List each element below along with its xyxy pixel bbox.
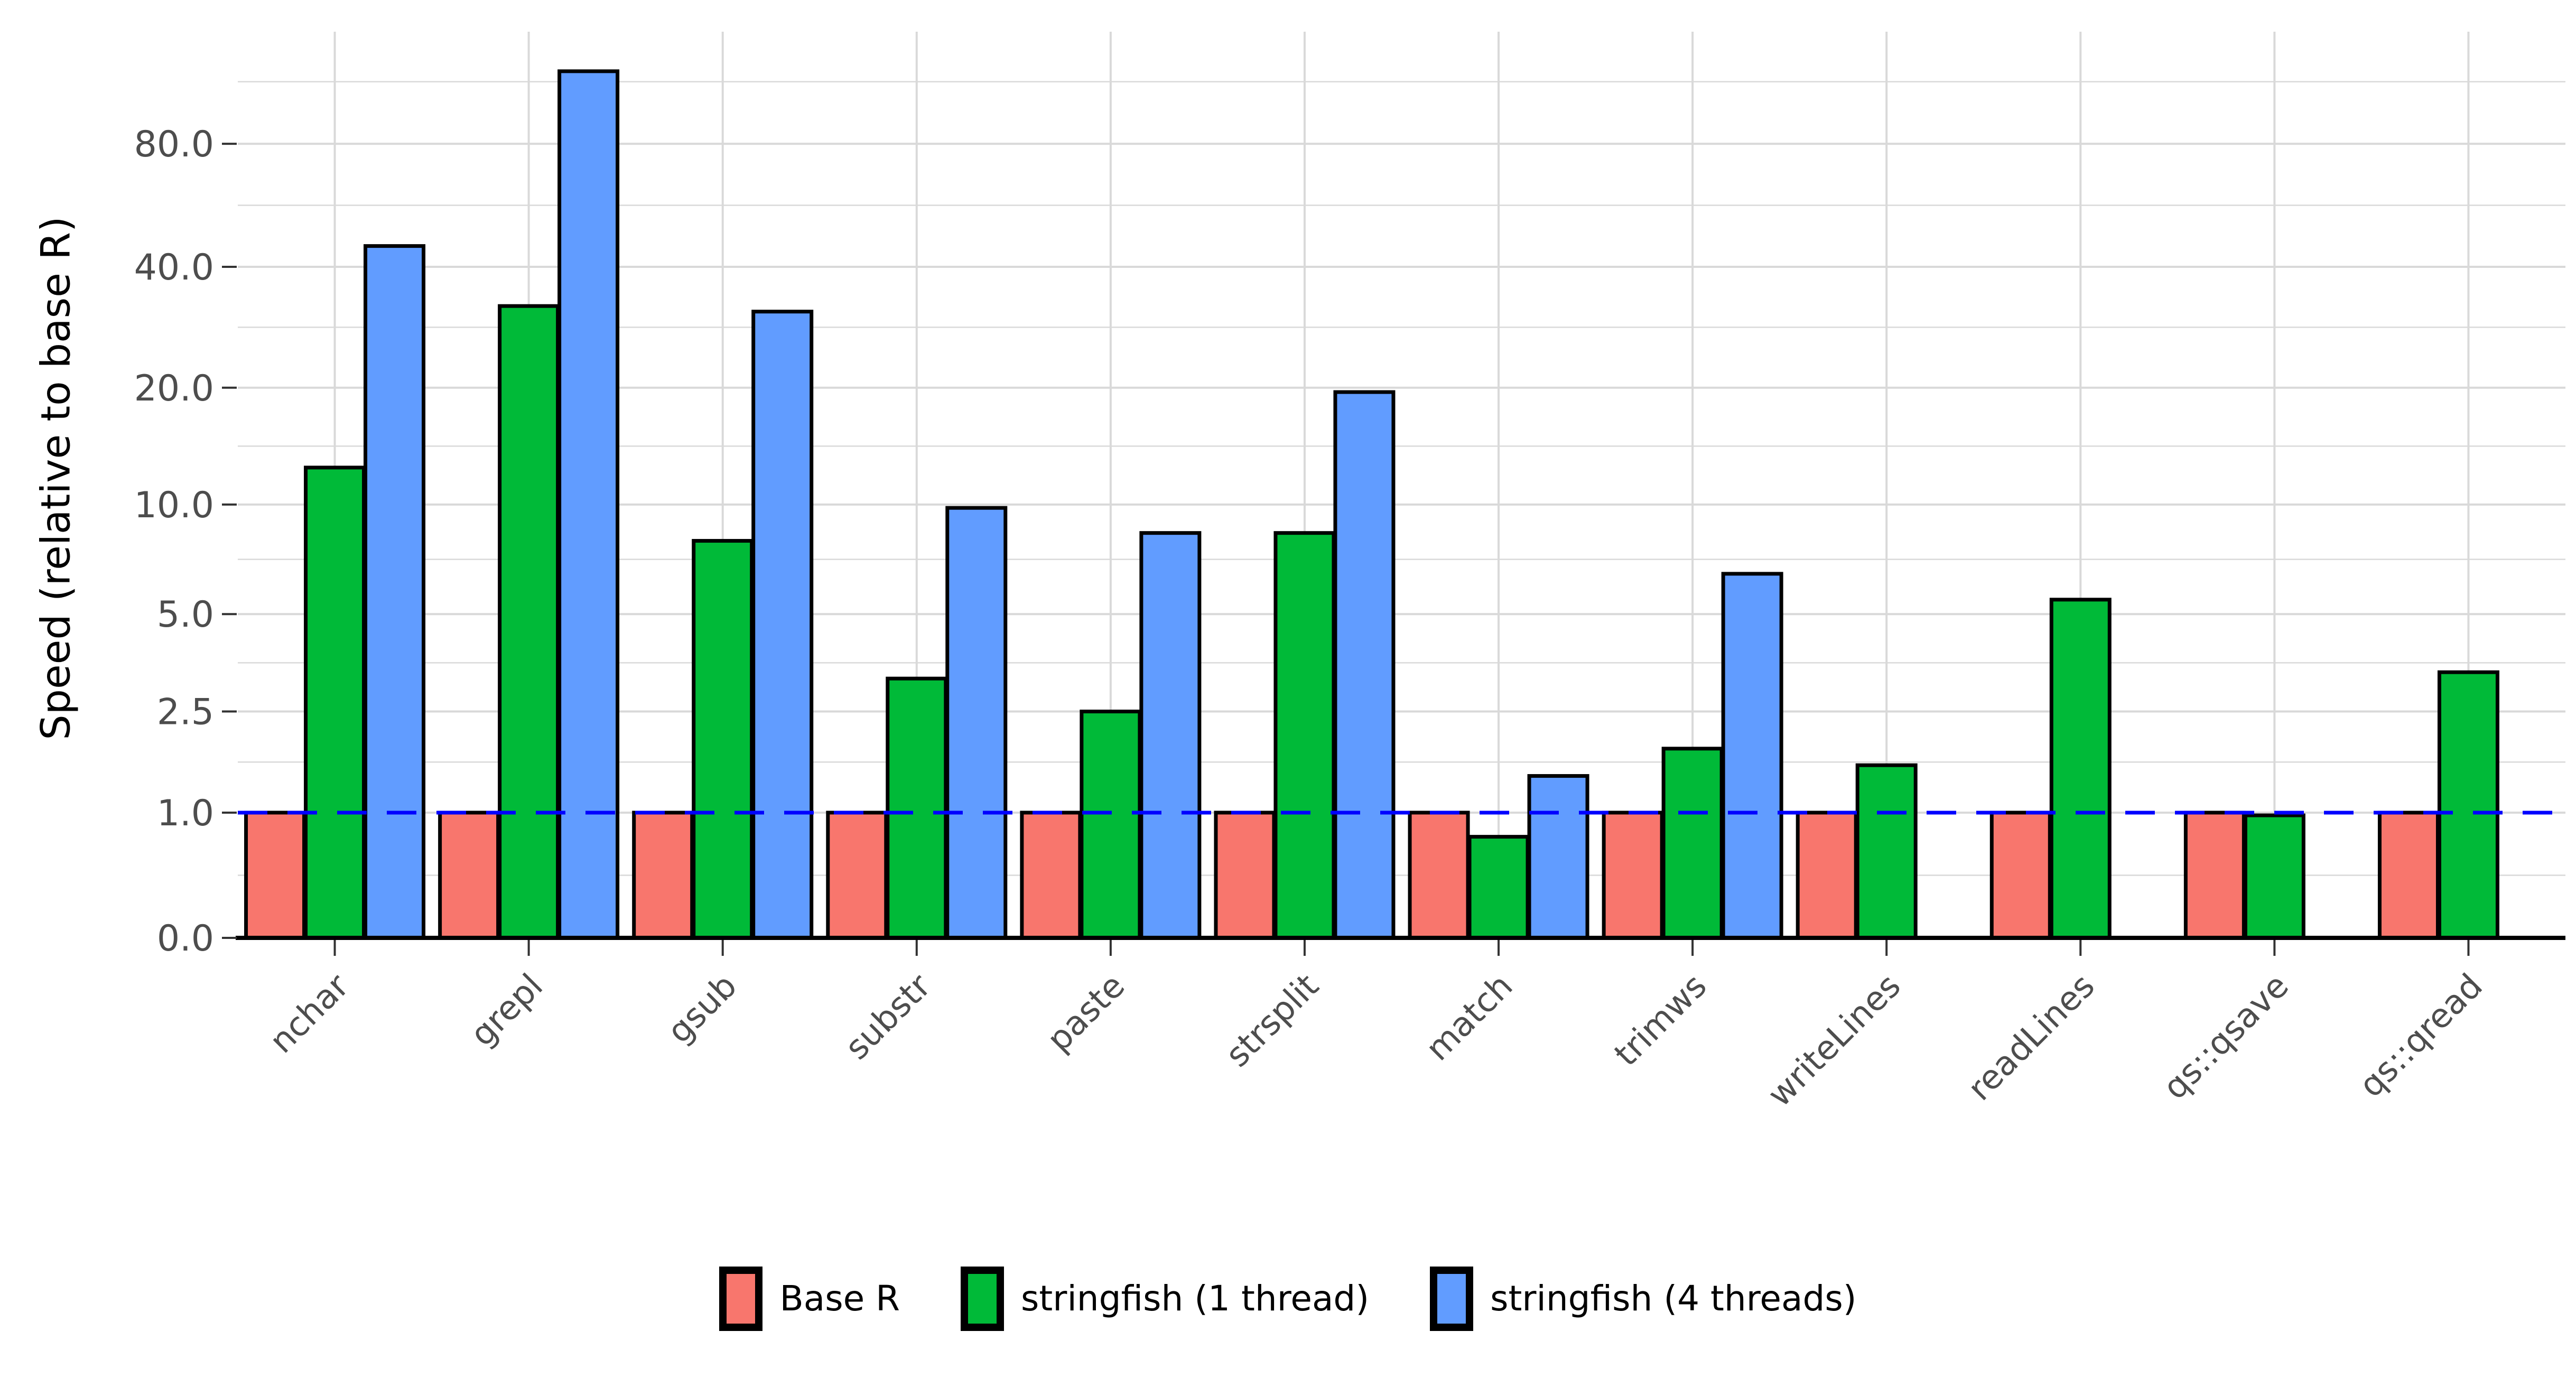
bar-stringfish-4-threads-strsplit xyxy=(1333,390,1396,940)
bar-stringfish-1-thread-strsplit xyxy=(1273,531,1336,940)
bar-base-r-paste xyxy=(1020,811,1082,940)
legend: Base R stringfish (1 thread) stringfish (4… xyxy=(0,1260,2576,1337)
bar-stringfish-4-threads-trimws xyxy=(1721,572,1783,940)
x-tick-label-substr: substr xyxy=(838,966,938,1067)
bar-stringfish-1-thread-qs-qread xyxy=(2437,670,2499,940)
bar-stringfish-4-threads-substr xyxy=(945,506,1008,940)
bar-stringfish-1-thread-substr xyxy=(886,676,948,940)
y-tick-labels: 0.0 1.0 2.5 5.0 10.0 20.0 40.0 80.0 xyxy=(134,124,237,960)
x-gridlines xyxy=(333,32,2470,938)
y-tick-label-1-0: 1.0 xyxy=(157,793,214,834)
bar-stringfish-4-threads-nchar xyxy=(364,244,426,940)
y-tick-label-10-0: 10.0 xyxy=(134,485,214,526)
x-tick-label-paste: paste xyxy=(1039,966,1132,1059)
y-gridlines-minor xyxy=(238,81,2565,876)
bar-base-r-gsub xyxy=(632,811,694,940)
bar-base-r-trimws xyxy=(1602,811,1664,940)
bar-base-r-readlines xyxy=(1989,811,2052,940)
bar-base-r-substr xyxy=(826,811,888,940)
legend-item-base-r: Base R xyxy=(719,1266,900,1331)
x-tick-label-nchar: nchar xyxy=(262,966,356,1060)
y-tick-label-0-0: 0.0 xyxy=(157,918,214,960)
legend-item-stringfish-1-thread: stringfish (1 thread) xyxy=(961,1266,1370,1331)
x-tick-label-writelines: writeLines xyxy=(1760,966,1908,1114)
bar-stringfish-1-thread-writelines xyxy=(1855,763,1918,940)
legend-key-stringfish-1-thread xyxy=(961,1266,1005,1331)
legend-key-stringfish-4-threads xyxy=(1430,1266,1474,1331)
bar-stringfish-1-thread-match xyxy=(1467,835,1530,940)
bar-base-r-writelines xyxy=(1796,811,1858,940)
y-tick-label-20-0: 20.0 xyxy=(134,368,214,409)
x-tick-label-match: match xyxy=(1418,966,1520,1068)
x-tick-labels: nchar grepl gsub substr paste strsplit match tr… xyxy=(262,940,2490,1114)
legend-label-stringfish-4-threads: stringfish (4 threads) xyxy=(1490,1278,1857,1319)
legend-key-base-r xyxy=(719,1266,763,1331)
bar-stringfish-1-thread-grepl xyxy=(498,304,560,940)
y-axis-title: Speed (relative to base R) xyxy=(32,216,79,740)
x-tick-label-strsplit: strsplit xyxy=(1218,966,1326,1074)
bar-stringfish-4-threads-match xyxy=(1527,774,1589,940)
legend-label-base-r: Base R xyxy=(779,1278,900,1319)
bar-base-r-strsplit xyxy=(1214,811,1276,940)
legend-label-stringfish-1-thread: stringfish (1 thread) xyxy=(1021,1278,1370,1319)
x-tick-label-gsub: gsub xyxy=(660,966,745,1051)
x-tick-label-grepl: grepl xyxy=(463,966,550,1054)
bar-stringfish-1-thread-nchar xyxy=(304,466,366,940)
bar-stringfish-4-threads-grepl xyxy=(557,69,620,940)
legend-item-stringfish-4-threads: stringfish (4 threads) xyxy=(1430,1266,1857,1331)
y-tick-label-5-0: 5.0 xyxy=(157,594,214,636)
bars xyxy=(244,69,2499,940)
bar-stringfish-1-thread-qs-qsave xyxy=(2243,813,2305,940)
bar-stringfish-1-thread-trimws xyxy=(1661,747,1724,940)
bar-base-r-match xyxy=(1408,811,1470,940)
x-tick-label-readlines: readLines xyxy=(1960,966,2102,1108)
bar-stringfish-1-thread-gsub xyxy=(692,539,754,940)
y-tick-label-40-0: 40.0 xyxy=(134,247,214,288)
bar-stringfish-1-thread-readlines xyxy=(2049,598,2112,940)
bar-base-r-qs-qread xyxy=(2377,811,2440,940)
bar-stringfish-1-thread-paste xyxy=(1080,710,1142,940)
bar-stringfish-4-threads-paste xyxy=(1139,531,1202,940)
x-tick-label-qs-qread: qs::qread xyxy=(2351,966,2490,1105)
bar-stringfish-4-threads-gsub xyxy=(751,310,814,940)
y-tick-label-2-5: 2.5 xyxy=(157,692,214,733)
x-tick-label-trimws: trimws xyxy=(1607,966,1714,1074)
bar-base-r-qs-qsave xyxy=(2183,811,2246,940)
bar-base-r-nchar xyxy=(244,811,306,940)
y-tick-label-80-0: 80.0 xyxy=(134,124,214,165)
x-tick-label-qs-qsave: qs::qsave xyxy=(2155,966,2296,1107)
bar-base-r-grepl xyxy=(438,811,500,940)
